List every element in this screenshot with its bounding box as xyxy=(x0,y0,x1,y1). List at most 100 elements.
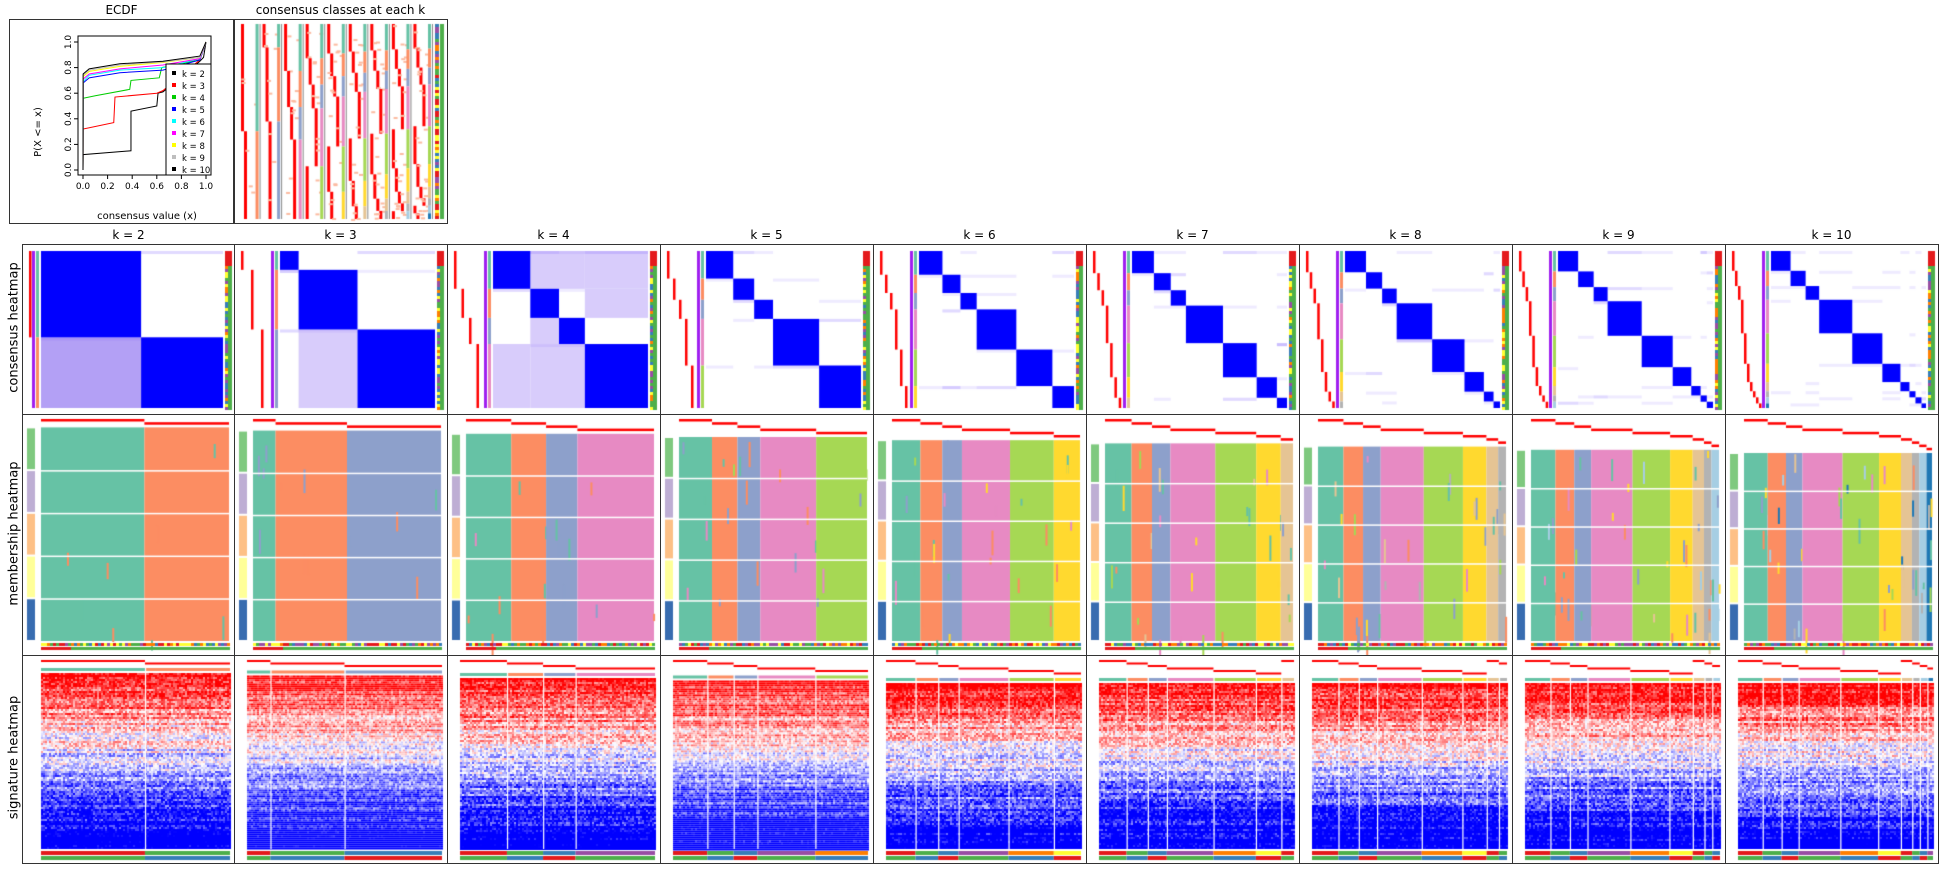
consensus-heatmap-k7 xyxy=(1087,245,1299,414)
signature-panel-k9 xyxy=(1512,655,1726,864)
membership-heatmap-k3 xyxy=(235,415,447,655)
membership-panel-k5 xyxy=(660,414,874,656)
consensus-panel-k2 xyxy=(22,244,236,415)
membership-panel-k6 xyxy=(873,414,1087,656)
signature-panel-k5 xyxy=(660,655,874,864)
row-label-membership: membership heatmap xyxy=(6,461,22,606)
legend-label: k = 7 xyxy=(182,130,205,140)
y-tick-label: 0.4 xyxy=(64,111,74,126)
consensus-panel-k10 xyxy=(1725,244,1939,415)
k-title-2: k = 2 xyxy=(112,228,145,242)
ecdf-plot: P(X <= x) consensus value (x) 0.0 0.2 0.4 0… xyxy=(33,35,213,222)
ecdf-line-k2 xyxy=(82,41,207,171)
k-title-5: k = 5 xyxy=(750,228,783,242)
consensus-heatmap-k6 xyxy=(874,245,1086,414)
ecdf-panel: P(X <= x) consensus value (x) 0.0 0.2 0.4 0… xyxy=(9,19,234,224)
consensus-panel-k4 xyxy=(447,244,661,415)
membership-heatmap-k8 xyxy=(1300,415,1512,655)
consensus-heatmap-k9 xyxy=(1513,245,1725,414)
ecdf-xlabel: consensus value (x) xyxy=(97,211,197,222)
membership-panel-k2 xyxy=(22,414,236,656)
ecdf-ylabel: P(X <= x) xyxy=(33,107,44,157)
membership-heatmap-k2 xyxy=(23,415,235,655)
y-tick-label: 0.8 xyxy=(64,60,74,75)
consensus-classes-panel xyxy=(234,19,448,224)
signature-heatmap-k6 xyxy=(874,656,1086,863)
membership-heatmap-k7 xyxy=(1087,415,1299,655)
x-tick-label: 0.8 xyxy=(174,182,189,192)
consensus-heatmap-k5 xyxy=(661,245,873,414)
y-tick-label: 0.0 xyxy=(64,163,74,178)
legend-swatch xyxy=(172,83,176,87)
membership-heatmap-k6 xyxy=(874,415,1086,655)
x-tick-label: 0.6 xyxy=(150,182,165,192)
legend-swatch xyxy=(172,155,176,159)
legend-swatch xyxy=(172,119,176,123)
legend-swatch xyxy=(172,167,176,171)
signature-heatmap-k7 xyxy=(1087,656,1299,863)
legend-label: k = 9 xyxy=(182,154,205,164)
k-title-10: k = 10 xyxy=(1811,228,1852,242)
row-label-signature: signature heatmap xyxy=(6,695,22,820)
consensus-panel-k9 xyxy=(1512,244,1726,415)
membership-panel-k9 xyxy=(1512,414,1726,656)
legend-label: k = 4 xyxy=(182,94,205,104)
membership-heatmap-k10 xyxy=(1726,415,1938,655)
membership-heatmap-k5 xyxy=(661,415,873,655)
ecdf-title: ECDF xyxy=(105,3,138,17)
membership-panel-k4 xyxy=(447,414,661,656)
consensus-heatmap-k4 xyxy=(448,245,660,414)
consensus-heatmap-k3 xyxy=(235,245,447,414)
signature-panel-k3 xyxy=(234,655,448,864)
consensus-panel-k6 xyxy=(873,244,1087,415)
k-title-7: k = 7 xyxy=(1176,228,1209,242)
signature-panel-k4 xyxy=(447,655,661,864)
legend-label: k = 10 xyxy=(182,166,210,176)
consensus-heatmap-k10 xyxy=(1726,245,1938,414)
signature-panel-k2 xyxy=(22,655,236,864)
x-tick-label: 0.2 xyxy=(100,182,114,192)
consensus-classes-heatmap xyxy=(235,20,447,223)
legend-swatch xyxy=(172,71,176,75)
membership-panel-k3 xyxy=(234,414,448,656)
signature-heatmap-k9 xyxy=(1513,656,1725,863)
signature-panel-k6 xyxy=(873,655,1087,864)
consensus-heatmap-k8 xyxy=(1300,245,1512,414)
legend-label: k = 6 xyxy=(182,118,205,128)
k-title-3: k = 3 xyxy=(324,228,357,242)
signature-heatmap-k10 xyxy=(1726,656,1938,863)
legend-label: k = 2 xyxy=(182,70,205,80)
legend-label: k = 3 xyxy=(182,82,205,92)
membership-panel-k10 xyxy=(1725,414,1939,656)
k-title-4: k = 4 xyxy=(537,228,570,242)
signature-panel-k10 xyxy=(1725,655,1939,864)
membership-panel-k8 xyxy=(1299,414,1513,656)
y-tick-label: 1.0 xyxy=(64,35,74,50)
k-title-8: k = 8 xyxy=(1389,228,1422,242)
legend-swatch xyxy=(172,131,176,135)
signature-heatmap-k3 xyxy=(235,656,447,863)
k-title-6: k = 6 xyxy=(963,228,996,242)
signature-panel-k7 xyxy=(1086,655,1300,864)
legend-swatch xyxy=(172,95,176,99)
ecdf-line-k4 xyxy=(82,41,207,171)
x-tick-label: 0.4 xyxy=(125,182,140,192)
consensus-panel-k5 xyxy=(660,244,874,415)
y-tick-label: 0.2 xyxy=(64,137,74,151)
x-tick-label: 0.0 xyxy=(76,182,91,192)
consensus-panel-k8 xyxy=(1299,244,1513,415)
k-title-9: k = 9 xyxy=(1602,228,1635,242)
membership-heatmap-k4 xyxy=(448,415,660,655)
consensus-panel-k7 xyxy=(1086,244,1300,415)
legend-label: k = 5 xyxy=(182,106,205,116)
membership-heatmap-k9 xyxy=(1513,415,1725,655)
signature-heatmap-k2 xyxy=(23,656,235,863)
consensus-heatmap-k2 xyxy=(23,245,235,414)
signature-heatmap-k4 xyxy=(448,656,660,863)
signature-heatmap-k8 xyxy=(1300,656,1512,863)
y-tick-label: 0.6 xyxy=(64,86,74,101)
legend-label: k = 8 xyxy=(182,142,205,152)
consensus-panel-k3 xyxy=(234,244,448,415)
consensus-classes-title: consensus classes at each k xyxy=(255,3,426,17)
legend-swatch xyxy=(172,107,176,111)
